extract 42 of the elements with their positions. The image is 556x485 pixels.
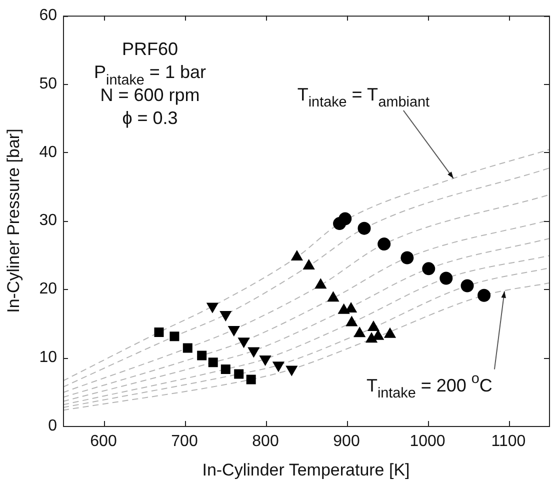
point bbox=[368, 321, 380, 332]
point bbox=[346, 316, 358, 326]
y-tick-label: 50 bbox=[39, 75, 58, 92]
x-tick-label: 1000 bbox=[410, 433, 446, 450]
point bbox=[400, 251, 414, 264]
point bbox=[220, 364, 230, 374]
point bbox=[234, 369, 244, 379]
point bbox=[354, 327, 366, 338]
point bbox=[478, 288, 491, 302]
annotation: N = 600 rpm bbox=[100, 85, 200, 105]
point bbox=[422, 262, 436, 276]
point bbox=[291, 250, 303, 261]
x-tick-label: 1100 bbox=[491, 433, 526, 450]
y-tick-label: 30 bbox=[39, 212, 58, 230]
x-tick-label: 600 bbox=[90, 433, 117, 450]
point bbox=[182, 343, 192, 353]
x-tick-label: 800 bbox=[252, 433, 279, 450]
y-axis-title: In-Cyliner Pressure [bar] bbox=[4, 128, 23, 313]
point bbox=[197, 350, 207, 360]
y-tick-label: 20 bbox=[39, 280, 58, 298]
point bbox=[154, 328, 164, 338]
x-tick-label: 700 bbox=[171, 433, 198, 450]
annotation: PRF60 bbox=[122, 39, 178, 59]
y-tick-label: 60 bbox=[39, 7, 58, 24]
annotation: ϕ = 0.3 bbox=[122, 108, 178, 128]
point bbox=[208, 358, 218, 368]
point bbox=[378, 238, 391, 251]
point bbox=[440, 272, 453, 285]
point bbox=[246, 374, 256, 384]
point bbox=[338, 212, 352, 226]
y-tick-label: 10 bbox=[39, 349, 58, 366]
y-tick-label: 40 bbox=[39, 144, 58, 161]
y-tick-label: 0 bbox=[48, 417, 58, 434]
x-tick-label: 900 bbox=[333, 433, 360, 450]
point bbox=[328, 292, 339, 302]
point bbox=[384, 328, 396, 338]
point bbox=[460, 279, 474, 292]
point bbox=[314, 278, 326, 289]
point bbox=[170, 332, 180, 342]
point bbox=[358, 222, 371, 235]
point bbox=[303, 259, 315, 270]
x-axis-title: In-Cylinder Temperature [K] bbox=[202, 460, 410, 480]
